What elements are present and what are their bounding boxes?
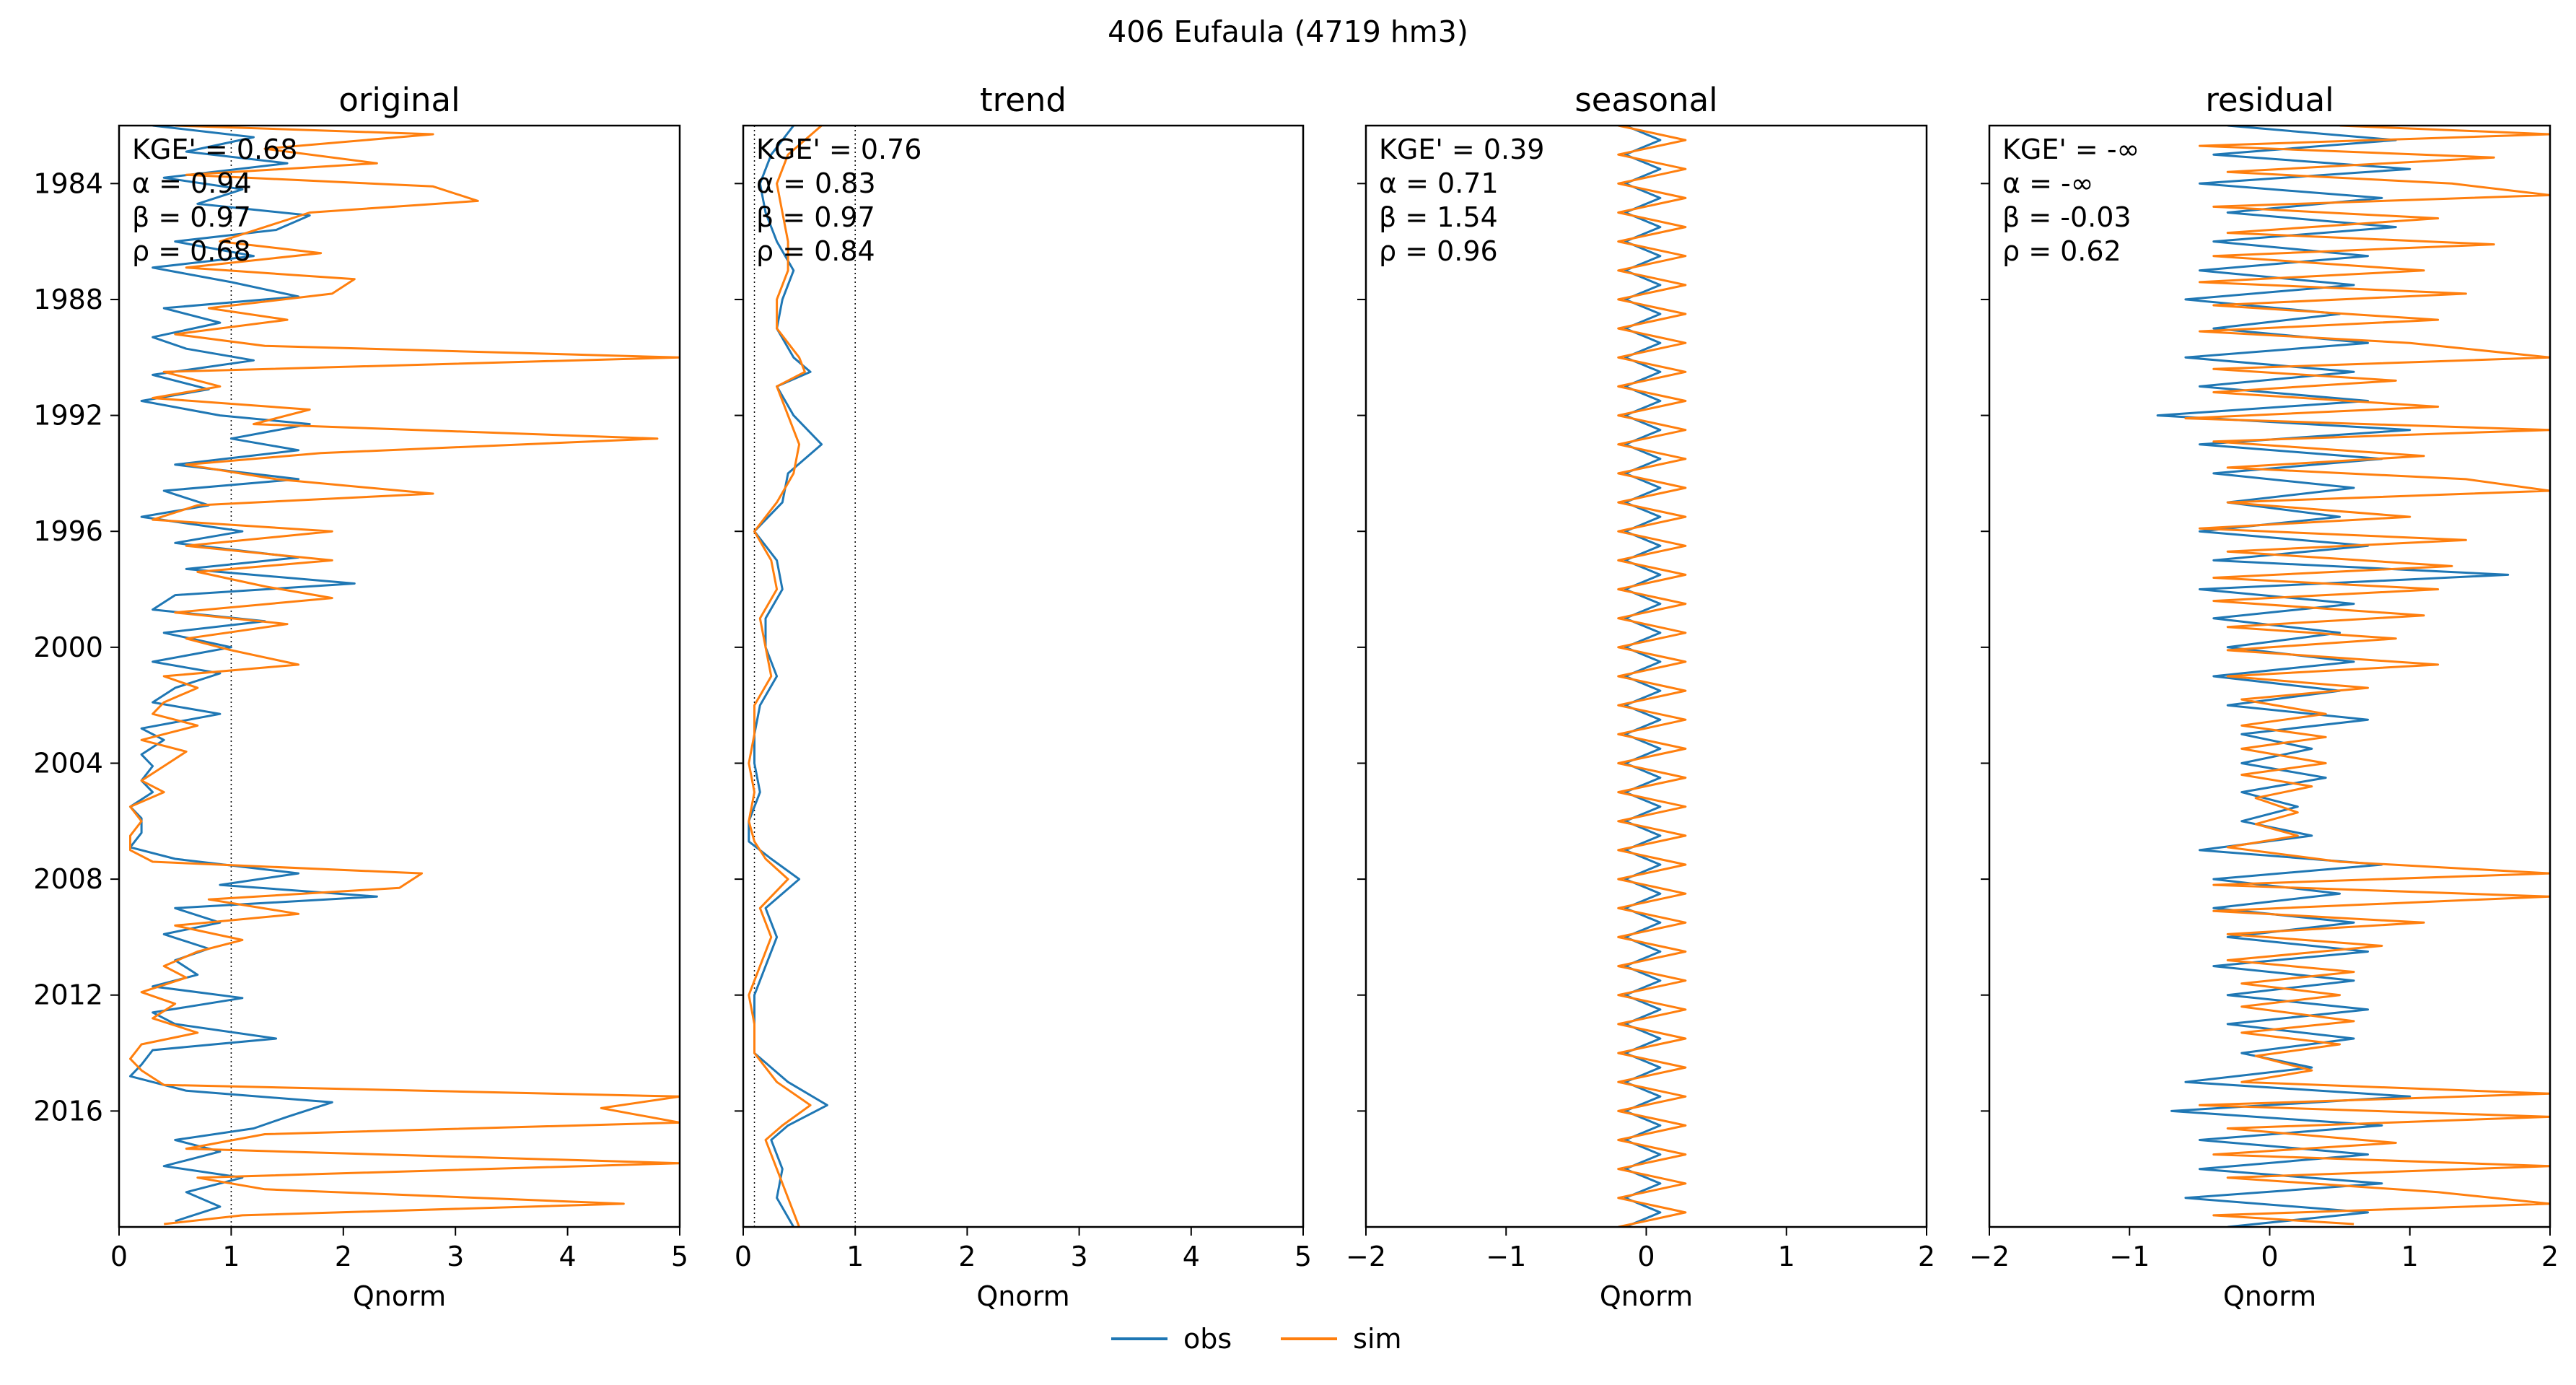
legend-item-obs: obs (1111, 1323, 1232, 1355)
panel-title: trend (980, 81, 1066, 119)
legend-item-sim: sim (1281, 1323, 1402, 1355)
metric-text: β = 0.97 (756, 201, 875, 233)
series-obs (1624, 126, 1662, 1227)
series-sim (748, 126, 823, 1227)
axes-frame (1988, 124, 2551, 1228)
x-tick-label: 0 (2261, 1241, 2278, 1272)
x-tick-label: 0 (110, 1241, 128, 1272)
metric-text: α = 0.83 (756, 167, 876, 199)
x-tick-label: 5 (671, 1241, 688, 1272)
y-tick-label: 2008 (33, 863, 103, 895)
metric-text: α = -∞ (2002, 167, 2093, 199)
x-axis-label: Qnorm (1600, 1280, 1693, 1312)
metric-text: β = 0.97 (132, 201, 251, 233)
panel-trend: trend 0 1 2 3 4 5 Qnorm KGE' = 0.76α = 0.83β = 0… (735, 81, 1312, 1312)
x-tick-label: 1 (2401, 1241, 2419, 1272)
x-tick-label: −2 (1969, 1241, 2010, 1272)
series-sim (2184, 126, 2550, 1225)
x-tick-label: 1 (846, 1241, 864, 1272)
axes-frame (742, 124, 1305, 1228)
panel-title: seasonal (1574, 81, 1717, 119)
plot-area (1617, 126, 1687, 1227)
x-tick-label: 3 (447, 1241, 464, 1272)
plot-area (748, 126, 856, 1227)
y-tick-label: 2000 (33, 632, 103, 663)
metric-text: KGE' = 0.68 (132, 134, 297, 165)
y-tick-label: 1984 (33, 167, 103, 199)
metric-text: KGE' = 0.76 (756, 134, 921, 165)
legend-swatch-obs (1111, 1337, 1167, 1340)
x-axis-label: Qnorm (353, 1280, 446, 1312)
x-tick-label: 2 (958, 1241, 976, 1272)
metric-text: ρ = 0.62 (2002, 235, 2121, 267)
x-tick-label: 2 (335, 1241, 352, 1272)
metric-text: ρ = 0.96 (1379, 235, 1498, 267)
x-tick-label: 1 (222, 1241, 240, 1272)
y-tick-label: 2004 (33, 747, 103, 779)
panel-title: residual (2205, 81, 2334, 119)
x-tick-label: 0 (735, 1241, 752, 1272)
metric-text: α = 0.71 (1379, 167, 1499, 199)
metric-text: β = -0.03 (2002, 201, 2132, 233)
legend: obs sim (1111, 1317, 1437, 1360)
panel-original: original 0 1 2 3 4 5 Qnorm 1984 1988 1992 1996 2000 2… (33, 81, 688, 1312)
x-tick-label: 3 (1071, 1241, 1088, 1272)
x-axis-label: Qnorm (976, 1280, 1069, 1312)
series-sim (129, 126, 680, 1225)
x-axis-label: Qnorm (2223, 1280, 2316, 1312)
legend-label-obs: obs (1183, 1323, 1232, 1355)
series-obs (2156, 126, 2510, 1227)
figure-title: 406 Eufaula (4719 hm3) (1108, 14, 1468, 49)
x-tick-label: −1 (2109, 1241, 2150, 1272)
y-tick-label: 1996 (33, 515, 103, 547)
x-tick-label: 2 (2541, 1241, 2559, 1272)
x-tick-label: 5 (1294, 1241, 1312, 1272)
metric-text: ρ = 0.68 (132, 235, 251, 267)
plot-area (129, 126, 680, 1227)
panel-seasonal: seasonal −2 −1 0 1 2 Qnorm KGE' = 0.39α = 0.71β… (1346, 81, 1935, 1312)
y-tick-label: 1988 (33, 284, 103, 315)
legend-swatch-sim (1281, 1337, 1338, 1340)
y-tick-label: 2012 (33, 979, 103, 1011)
x-tick-label: 4 (1183, 1241, 1200, 1272)
y-tick-label: 1992 (33, 400, 103, 432)
panel-title: original (338, 81, 460, 119)
x-tick-label: 0 (1637, 1241, 1655, 1272)
axes-frame (118, 124, 681, 1228)
metric-text: α = 0.94 (132, 167, 252, 199)
x-tick-label: 4 (559, 1241, 577, 1272)
metric-text: KGE' = -∞ (2002, 134, 2139, 165)
x-tick-label: −1 (1486, 1241, 1526, 1272)
panel-residual: residual −2 −1 0 1 2 Qnorm KGE' = -∞α = -∞β = -… (1969, 81, 2559, 1312)
y-tick-label: 2016 (33, 1095, 103, 1127)
series-sim (1617, 126, 1687, 1227)
metric-text: KGE' = 0.39 (1379, 134, 1544, 165)
series-obs (129, 126, 378, 1223)
metric-text: β = 1.54 (1379, 201, 1498, 233)
legend-label-sim: sim (1353, 1323, 1402, 1355)
x-tick-label: 1 (1778, 1241, 1795, 1272)
metric-text: ρ = 0.84 (756, 235, 875, 267)
plot-area (2156, 126, 2550, 1227)
x-tick-label: −2 (1346, 1241, 1386, 1272)
x-tick-label: 2 (1918, 1241, 1935, 1272)
